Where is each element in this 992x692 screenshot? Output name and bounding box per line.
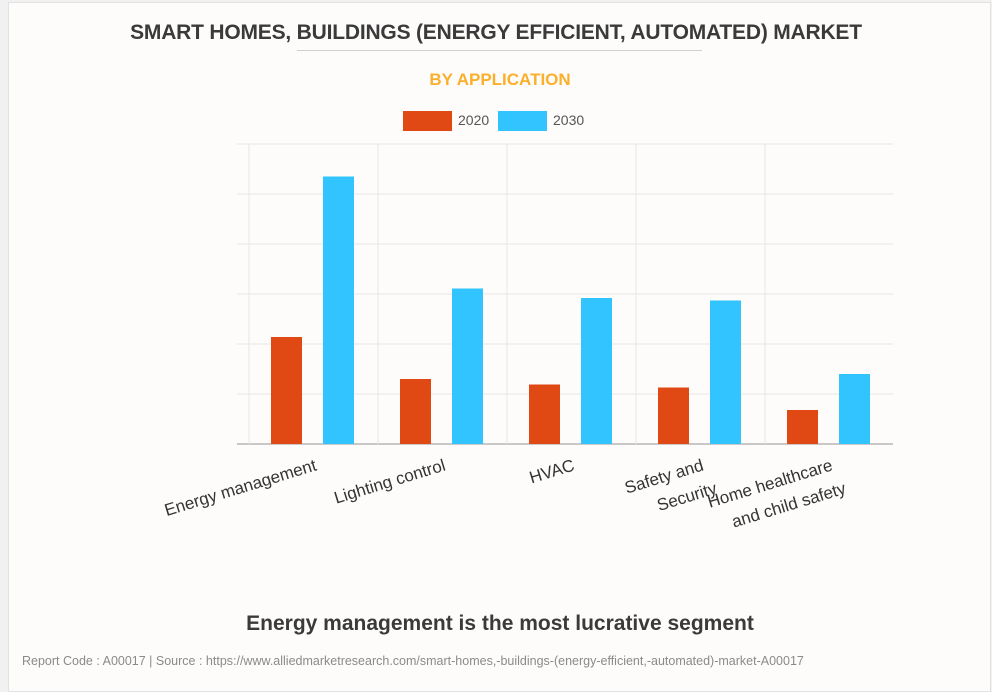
- title-divider: [297, 50, 702, 51]
- bar-2020[interactable]: [787, 410, 818, 444]
- bar-2030[interactable]: [452, 288, 483, 445]
- key-takeaway: Energy management is the most lucrative …: [246, 612, 754, 635]
- bar-2020[interactable]: [658, 387, 689, 445]
- bar-2030[interactable]: [710, 300, 741, 445]
- legend-swatch-2020[interactable]: [403, 111, 452, 131]
- source-citation: Report Code : A00017 | Source : https://…: [22, 654, 804, 668]
- bar-2030[interactable]: [581, 298, 612, 444]
- x-tick-label: Lighting control: [332, 456, 448, 508]
- x-tick-label-line: HVAC: [527, 456, 577, 488]
- chart-title: SMART HOMES, BUILDINGS (ENERGY EFFICIENT…: [130, 21, 862, 44]
- bar-2020[interactable]: [529, 384, 560, 445]
- legend-label-2030: 2030: [553, 112, 585, 128]
- chart-subtitle: BY APPLICATION: [429, 70, 571, 89]
- x-tick-label: Safety andSecurity: [622, 454, 719, 523]
- x-tick-label: HVAC: [527, 456, 577, 488]
- legend-swatch-2030[interactable]: [498, 111, 547, 131]
- x-tick-label: Home healthcareand child safety: [705, 454, 848, 537]
- legend-label-2020[interactable]: 2020: [458, 112, 490, 128]
- bar-2020[interactable]: [271, 337, 302, 444]
- bar-2030[interactable]: [323, 176, 354, 445]
- x-tick-label: Energy management: [162, 456, 319, 520]
- x-tick-label-line: Lighting control: [332, 456, 448, 508]
- bar-2030[interactable]: [839, 374, 870, 444]
- bar-2020[interactable]: [400, 379, 431, 444]
- x-tick-label-line: Energy management: [162, 456, 319, 520]
- bar-chart: Energy management Lighting control HVAC Saf…: [162, 143, 893, 537]
- bars: [271, 176, 870, 445]
- x-axis-labels: Energy management Lighting control HVAC Saf…: [162, 454, 848, 537]
